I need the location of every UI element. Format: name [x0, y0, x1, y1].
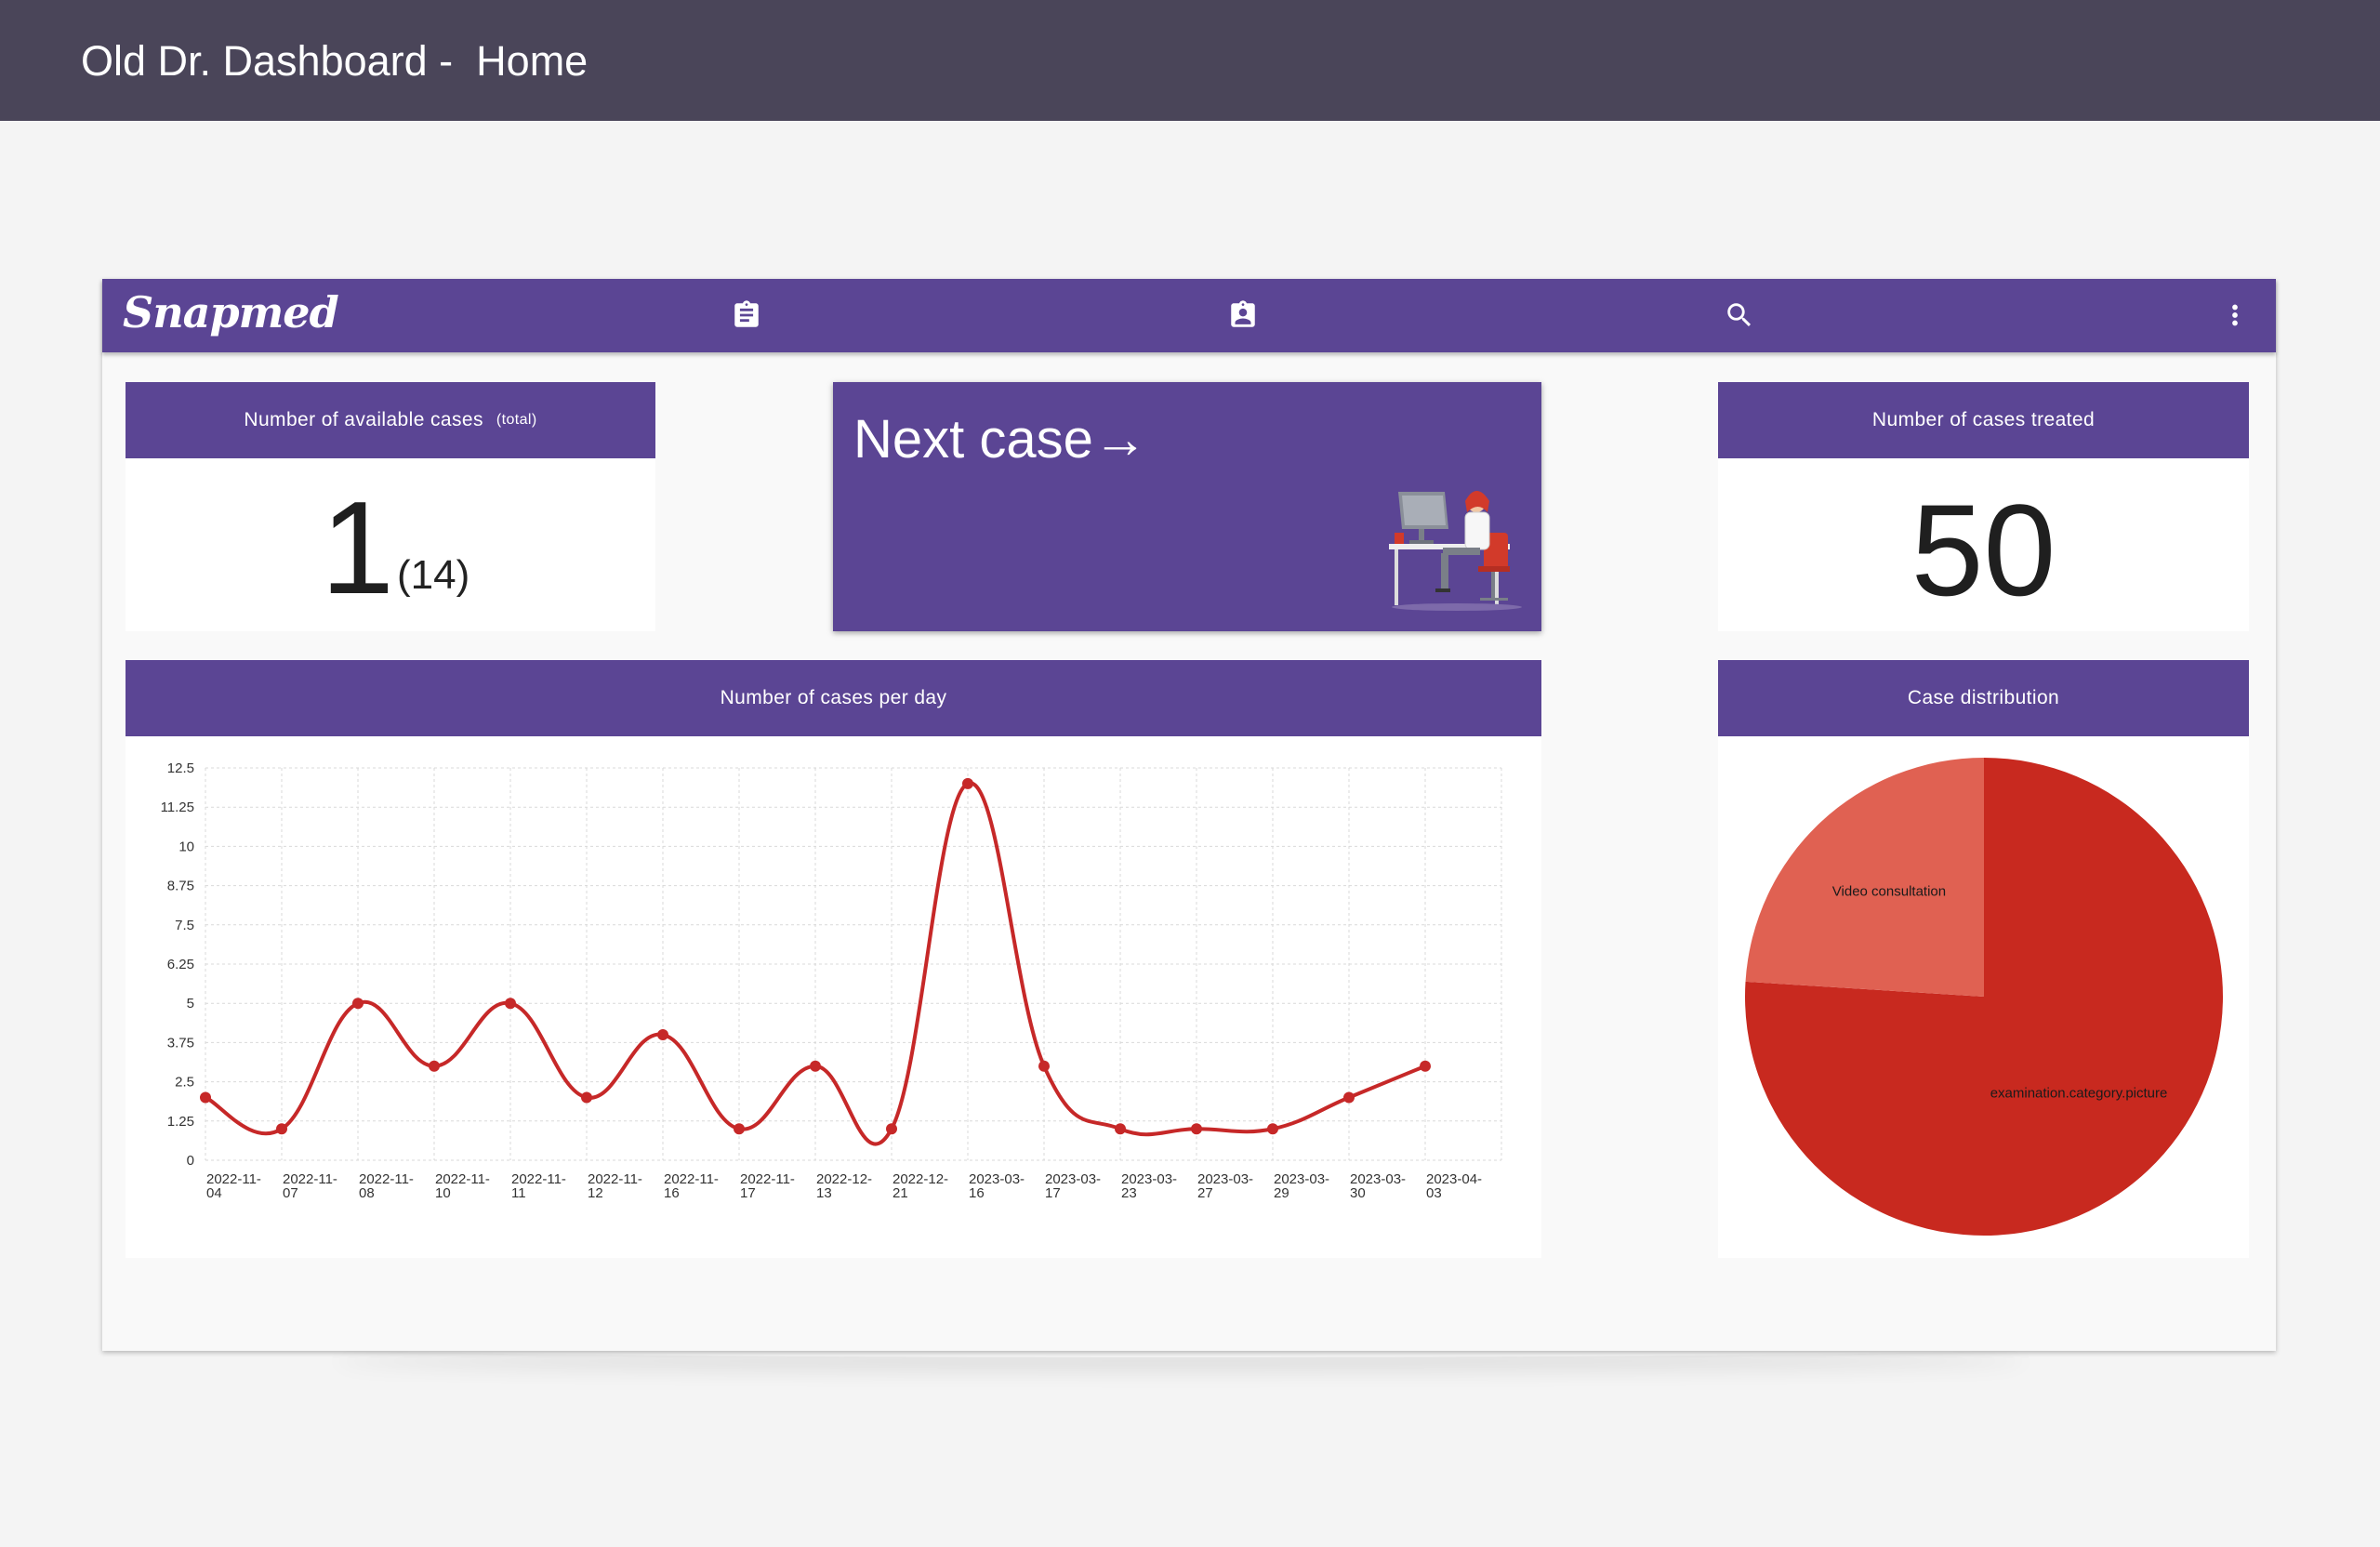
data-point [200, 1091, 211, 1104]
data-point [1267, 1123, 1278, 1135]
x-tick-label: 2022-11-16 [664, 1171, 719, 1201]
data-point [810, 1060, 821, 1072]
snapmed-logo[interactable]: Snapmed [123, 287, 339, 337]
pie-slice [1745, 758, 1984, 997]
cases-per-day-card: Number of cases per day 0 1.25 2.5 3.75 5 6.2… [126, 660, 1541, 1258]
data-point [1191, 1123, 1202, 1135]
x-tick-label: 2023-03-29 [1274, 1171, 1329, 1201]
x-tick-label: 2022-11-11 [511, 1171, 566, 1201]
cases-per-day-chart: 0 1.25 2.5 3.75 5 6.25 7.5 8.75 10 11.25 12.5 2022-… [161, 760, 1502, 1201]
x-tick-label: 2023-03-30 [1350, 1171, 1406, 1201]
x-tick-label: 2023-03-23 [1121, 1171, 1177, 1201]
available-cases-title: Number of available cases [244, 409, 483, 430]
y-tick-label: 10 [178, 839, 194, 854]
y-tick-label: 0 [187, 1153, 194, 1169]
x-tick-label: 2022-11-12 [588, 1171, 642, 1201]
case-distribution-chart: examination.category.picture Video consul… [1745, 758, 2223, 1236]
app-window: Snapmed Number of available cases (total… [102, 279, 2276, 1351]
clipboard-list-icon[interactable] [731, 299, 762, 331]
next-case-button[interactable]: Next case→ [833, 382, 1541, 631]
cases-per-day-title: Number of cases per day [720, 687, 947, 708]
x-tick-label: 2022-12-13 [816, 1171, 872, 1201]
y-tick-label: 5 [187, 996, 194, 1012]
page-header: Old Dr. Dashboard - Home [0, 0, 2380, 121]
x-tick-label: 2023-03-17 [1045, 1171, 1101, 1201]
case-distribution-card: Case distribution examination.category.p… [1718, 660, 2249, 1258]
treated-cases-header: Number of cases treated [1718, 382, 2249, 458]
y-tick-label: 3.75 [167, 1035, 194, 1051]
x-tick-label: 2022-11-17 [740, 1171, 795, 1201]
app-bar: Snapmed [102, 279, 2276, 352]
x-tick-label: 2023-04-03 [1426, 1171, 1482, 1201]
x-tick-label: 2022-11-08 [359, 1171, 414, 1201]
x-tick-label: 2022-11-10 [435, 1171, 490, 1201]
data-point [505, 998, 516, 1010]
data-point [1038, 1060, 1050, 1072]
data-point [1343, 1091, 1355, 1104]
y-tick-label: 6.25 [167, 957, 194, 972]
pie-label: examination.category.picture [1990, 1086, 2168, 1102]
data-point [734, 1123, 745, 1135]
data-point [581, 1091, 592, 1104]
treated-cases-title: Number of cases treated [1871, 409, 2096, 430]
available-cases-total: (14) [397, 552, 470, 598]
data-point [1420, 1060, 1431, 1072]
x-tick-label: 2022-12-21 [892, 1171, 948, 1201]
search-icon[interactable] [1724, 299, 1755, 331]
y-tick-label: 7.5 [175, 918, 194, 933]
case-distribution-title: Case distribution [1907, 687, 2060, 708]
treated-cases-card: Number of cases treated 50 [1718, 382, 2249, 631]
available-cases-card: Number of available cases (total) 1 (14) [126, 382, 655, 631]
data-point [429, 1060, 440, 1072]
y-tick-label: 1.25 [167, 1114, 194, 1130]
data-point [1115, 1123, 1126, 1135]
data-point [886, 1123, 897, 1135]
data-point [352, 998, 364, 1010]
x-tick-label: 2023-03-27 [1197, 1171, 1253, 1201]
available-cases-note: (total) [496, 412, 537, 428]
x-tick-label: 2023-03-16 [969, 1171, 1025, 1201]
available-cases-header: Number of available cases (total) [126, 382, 655, 458]
clipboard-account-icon[interactable] [1227, 299, 1259, 331]
x-tick-label: 2022-11-04 [206, 1171, 261, 1201]
next-case-label: Next case→ [853, 409, 1147, 469]
case-distribution-header: Case distribution [1718, 660, 2249, 736]
series-line [205, 781, 1426, 1146]
more-vert-icon[interactable] [2219, 299, 2251, 331]
data-point [962, 777, 973, 789]
treated-cases-value: 50 [1911, 477, 2056, 623]
page-title: Old Dr. Dashboard - Home [81, 37, 588, 85]
cases-per-day-header: Number of cases per day [126, 660, 1541, 736]
doctor-at-desk-illustration [1389, 491, 1522, 611]
x-tick-label: 2022-11-07 [283, 1171, 337, 1201]
pie-label: Video consultation [1832, 883, 1946, 899]
y-tick-label: 8.75 [167, 879, 194, 894]
y-tick-label: 11.25 [161, 800, 194, 815]
data-point [276, 1123, 287, 1135]
data-point [657, 1028, 668, 1040]
y-tick-label: 12.5 [167, 760, 194, 776]
y-tick-label: 2.5 [175, 1075, 194, 1091]
available-cases-value: 1 [321, 474, 394, 622]
